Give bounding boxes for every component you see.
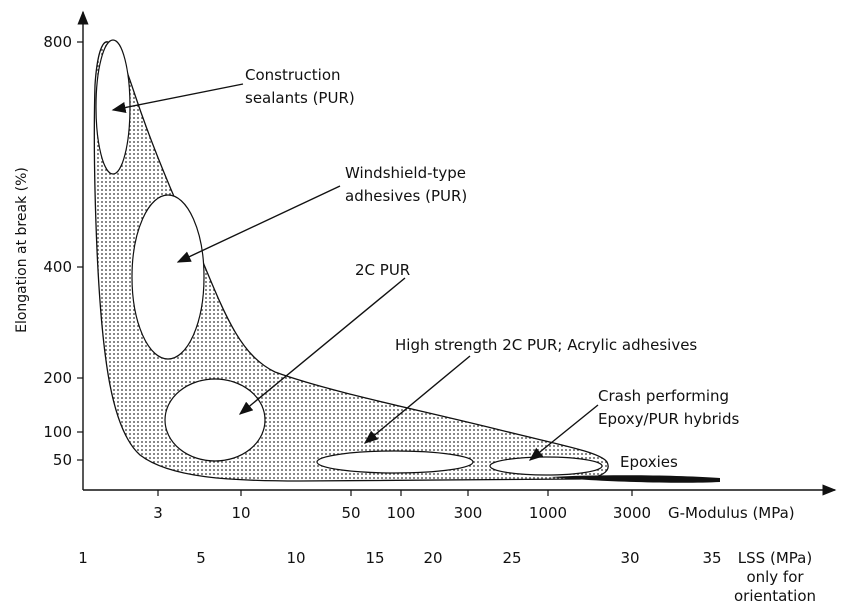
lss-axis-label: LSS (MPa) — [738, 549, 812, 567]
lss-axis-label: only for — [746, 568, 804, 586]
annotation: 2C PUR — [355, 261, 410, 279]
x-tick-label: 300 — [454, 504, 483, 522]
property-band — [93, 41, 609, 482]
lss-tick-label: 35 — [702, 549, 721, 567]
region-windshield — [131, 194, 205, 360]
annotation: Epoxy/PUR hybrids — [598, 410, 739, 428]
lss-tick-label: 1 — [78, 549, 88, 567]
annotation: Construction — [245, 66, 341, 84]
region-epoxies — [550, 475, 720, 483]
arrow — [528, 404, 599, 461]
y-tick-label: 800 — [43, 33, 72, 51]
lss-tick-label: 15 — [365, 549, 384, 567]
lss-tick-label: 10 — [286, 549, 305, 567]
x-tick-label: 3000 — [613, 504, 651, 522]
lss-tick-label: 25 — [502, 549, 521, 567]
x-tick-label: 50 — [341, 504, 360, 522]
x-tick-label: 100 — [387, 504, 416, 522]
lss-tick-label: 5 — [196, 549, 206, 567]
region-high-strength — [316, 450, 474, 474]
arrow — [111, 83, 244, 114]
lss-tick-label: 20 — [423, 549, 442, 567]
x-tick-label: 10 — [231, 504, 250, 522]
annotation: Windshield-type — [345, 164, 466, 182]
lss-tick-label: 30 — [620, 549, 639, 567]
x-tick-label: 1000 — [529, 504, 567, 522]
lss-axis-label: orientation — [734, 587, 816, 601]
y-tick-label: 200 — [43, 369, 72, 387]
y-tick-label: 400 — [43, 258, 72, 276]
annotation: adhesives (PUR) — [345, 187, 467, 205]
y-tick-label: 50 — [53, 451, 72, 469]
arrow — [238, 277, 406, 415]
x-axis-label: G-Modulus (MPa) — [668, 504, 795, 522]
annotation: High strength 2C PUR; Acrylic adhesives — [395, 336, 697, 354]
x-tick-label: 3 — [153, 504, 163, 522]
annotation: sealants (PUR) — [245, 89, 355, 107]
annotation: Crash performing — [598, 387, 729, 405]
arrow — [363, 355, 471, 444]
arrow — [176, 185, 341, 263]
annotation: Epoxies — [620, 453, 678, 471]
region-2c-pur — [164, 378, 266, 462]
y-axis-label: Elongation at break (%) — [14, 167, 30, 333]
y-tick-label: 100 — [43, 423, 72, 441]
region-crash — [489, 456, 603, 476]
